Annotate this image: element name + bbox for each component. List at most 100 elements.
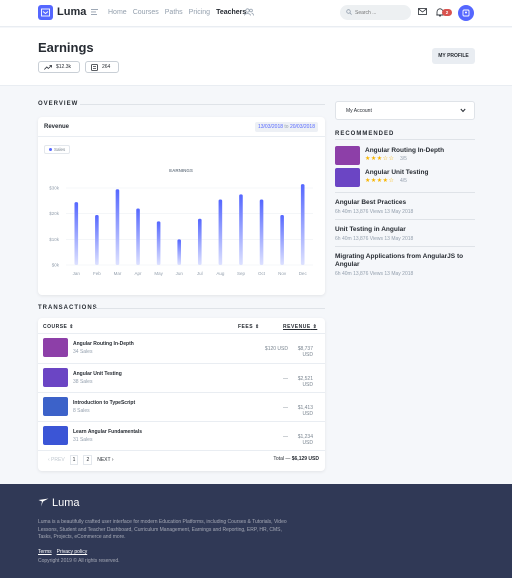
course-name[interactable]: Learn Angular Fundamentals [73, 429, 142, 435]
rating-value: 4/5 [400, 178, 407, 184]
y-tick-label: $30k [49, 186, 60, 191]
x-tick-label: Feb [93, 271, 101, 276]
my-profile-button[interactable]: MY PROFILE [432, 48, 475, 64]
chart-bar[interactable] [115, 189, 120, 265]
chart-bar[interactable] [280, 214, 284, 265]
logo[interactable] [38, 5, 53, 20]
course-link[interactable]: Angular Best Practices [335, 199, 407, 206]
nav-item-courses[interactable]: Courses [132, 9, 159, 16]
privacy-link[interactable]: Privacy policy [56, 549, 88, 555]
course-column-header[interactable]: COURSE ⇕ [43, 324, 74, 330]
nav-item-home[interactable]: Home [108, 9, 127, 16]
footer-brand: Luma [52, 497, 80, 509]
chart-bar[interactable] [136, 208, 140, 265]
course-title[interactable]: Angular Routing In-Depth [365, 147, 445, 154]
nav-item-paths[interactable]: Paths [164, 9, 183, 16]
date-range[interactable]: 13/03/2018 to 20/03/2018 [254, 122, 318, 132]
rating-stars: ★★★★☆ [365, 178, 395, 184]
chart-bar[interactable] [259, 199, 264, 265]
course-meta: 6h 40m 13,876 Views 13 May 2018 [335, 236, 414, 242]
pagination: ‹ PREV 1 2 NEXT › [48, 455, 114, 465]
page-button[interactable]: 2 [83, 455, 93, 465]
recommended-course[interactable]: Angular Routing In-Depth ★★★☆☆ 3/5 [335, 146, 475, 166]
recommended-course[interactable]: Angular Unit Testing ★★★★☆ 4/5 [335, 168, 475, 188]
fees-column-header[interactable]: FEES ⇕ [238, 324, 260, 330]
nav-item-teachers[interactable]: Teachers [216, 9, 247, 16]
course-link[interactable]: Unit Testing in Angular [335, 226, 406, 233]
table-row[interactable]: Introduction to TypeScript 8 Sales — $1,… [38, 393, 325, 422]
table-row[interactable]: Learn Angular Fundamentals 31 Sales — $1… [38, 422, 325, 451]
divider [80, 104, 325, 105]
course-link[interactable]: Migrating Applications from AngularJS to… [335, 253, 464, 268]
overview-heading: OVERVIEW [38, 101, 79, 107]
course-name[interactable]: Angular Unit Testing [73, 371, 122, 377]
x-tick-label: Jun [176, 271, 184, 276]
terms-link[interactable]: Terms [38, 549, 52, 555]
x-tick-label: Aug [216, 271, 225, 276]
earnings-chart: EARNINGS $0k $10k $20k $30k Jan Feb Mar Apr May… [49, 168, 313, 276]
course-title[interactable]: Angular Unit Testing [365, 169, 429, 176]
divider [38, 333, 325, 334]
rating-value: 3/5 [400, 156, 407, 162]
prev-page-button[interactable]: ‹ PREV [48, 457, 65, 463]
account-select[interactable]: My Account [335, 101, 475, 120]
divider [95, 308, 325, 309]
search-box [340, 5, 411, 20]
chart-bar[interactable] [156, 221, 161, 265]
y-tick-label: $0k [52, 263, 60, 268]
course-thumbnail [335, 168, 360, 187]
sales-chip: 264 [85, 61, 119, 73]
chart-legend[interactable]: Sales [44, 145, 71, 154]
divider [335, 192, 475, 193]
chart-bar[interactable] [74, 202, 79, 265]
revenue-column-header[interactable]: REVENUE ⇕ [283, 324, 317, 330]
course-name[interactable]: Introduction to TypeScript [73, 400, 136, 406]
brand-name[interactable]: Luma [57, 6, 87, 18]
school-icon [41, 8, 50, 17]
total-label: Total [273, 456, 284, 462]
course-name[interactable]: Angular Routing In-Depth [73, 341, 134, 347]
mail-icon[interactable] [418, 8, 427, 15]
chart-bar[interactable] [95, 214, 99, 265]
divider [335, 246, 475, 247]
search-input[interactable] [355, 8, 407, 17]
revenue-header-label: REVENUE [283, 324, 311, 330]
chart-bar[interactable] [197, 218, 202, 265]
menu-icon[interactable] [91, 9, 98, 15]
legend-label: Sales [54, 147, 66, 152]
course-thumbnail [43, 338, 68, 357]
transactions-card: COURSE ⇕ FEES ⇕ REVENUE ⇕ Angular Routin… [38, 318, 325, 471]
users-icon[interactable] [244, 8, 254, 16]
chart-bar[interactable] [239, 194, 243, 265]
divider [38, 450, 325, 451]
sort-icon: ⇕ [69, 324, 74, 330]
transactions-total: Total — $6,129 USD [273, 456, 319, 462]
chart-bar[interactable] [177, 239, 182, 265]
divider [38, 363, 325, 364]
course-sales: 31 Sales [73, 437, 93, 443]
revenue-card: Revenue 13/03/2018 to 20/03/2018 EARNING… [38, 117, 325, 295]
earnings-value: $12.3k [56, 64, 72, 70]
next-page-button[interactable]: NEXT › [97, 457, 114, 463]
y-tick-label: $20k [49, 211, 60, 216]
date-separator: to [284, 124, 289, 130]
table-row[interactable]: Angular Unit Testing 38 Sales — $2,521 U… [38, 364, 325, 393]
page-title: Earnings [38, 40, 94, 55]
page-button[interactable]: 1 [69, 455, 79, 465]
revenue-title: Revenue [44, 124, 70, 130]
x-tick-label: Oct [258, 271, 266, 276]
avatar[interactable] [458, 5, 474, 21]
top-navbar: Luma Home Courses Paths Pricing Teachers… [0, 0, 512, 27]
account-select-value: My Account [346, 108, 372, 114]
course-header-label: COURSE [43, 324, 68, 330]
chart-bar[interactable] [300, 184, 305, 265]
luma-logo-icon [38, 498, 49, 507]
course-thumbnail [43, 368, 68, 387]
transactions-heading: TRANSACTIONS [38, 305, 98, 311]
divider [38, 392, 325, 393]
chart-bar[interactable] [218, 199, 223, 265]
recommended-heading: RECOMMENDED [335, 131, 395, 137]
nav-item-pricing[interactable]: Pricing [188, 9, 211, 16]
earnings-chip: $12.3k [38, 61, 80, 73]
table-row[interactable]: Angular Routing In-Depth 34 Sales $120 U… [38, 334, 325, 363]
